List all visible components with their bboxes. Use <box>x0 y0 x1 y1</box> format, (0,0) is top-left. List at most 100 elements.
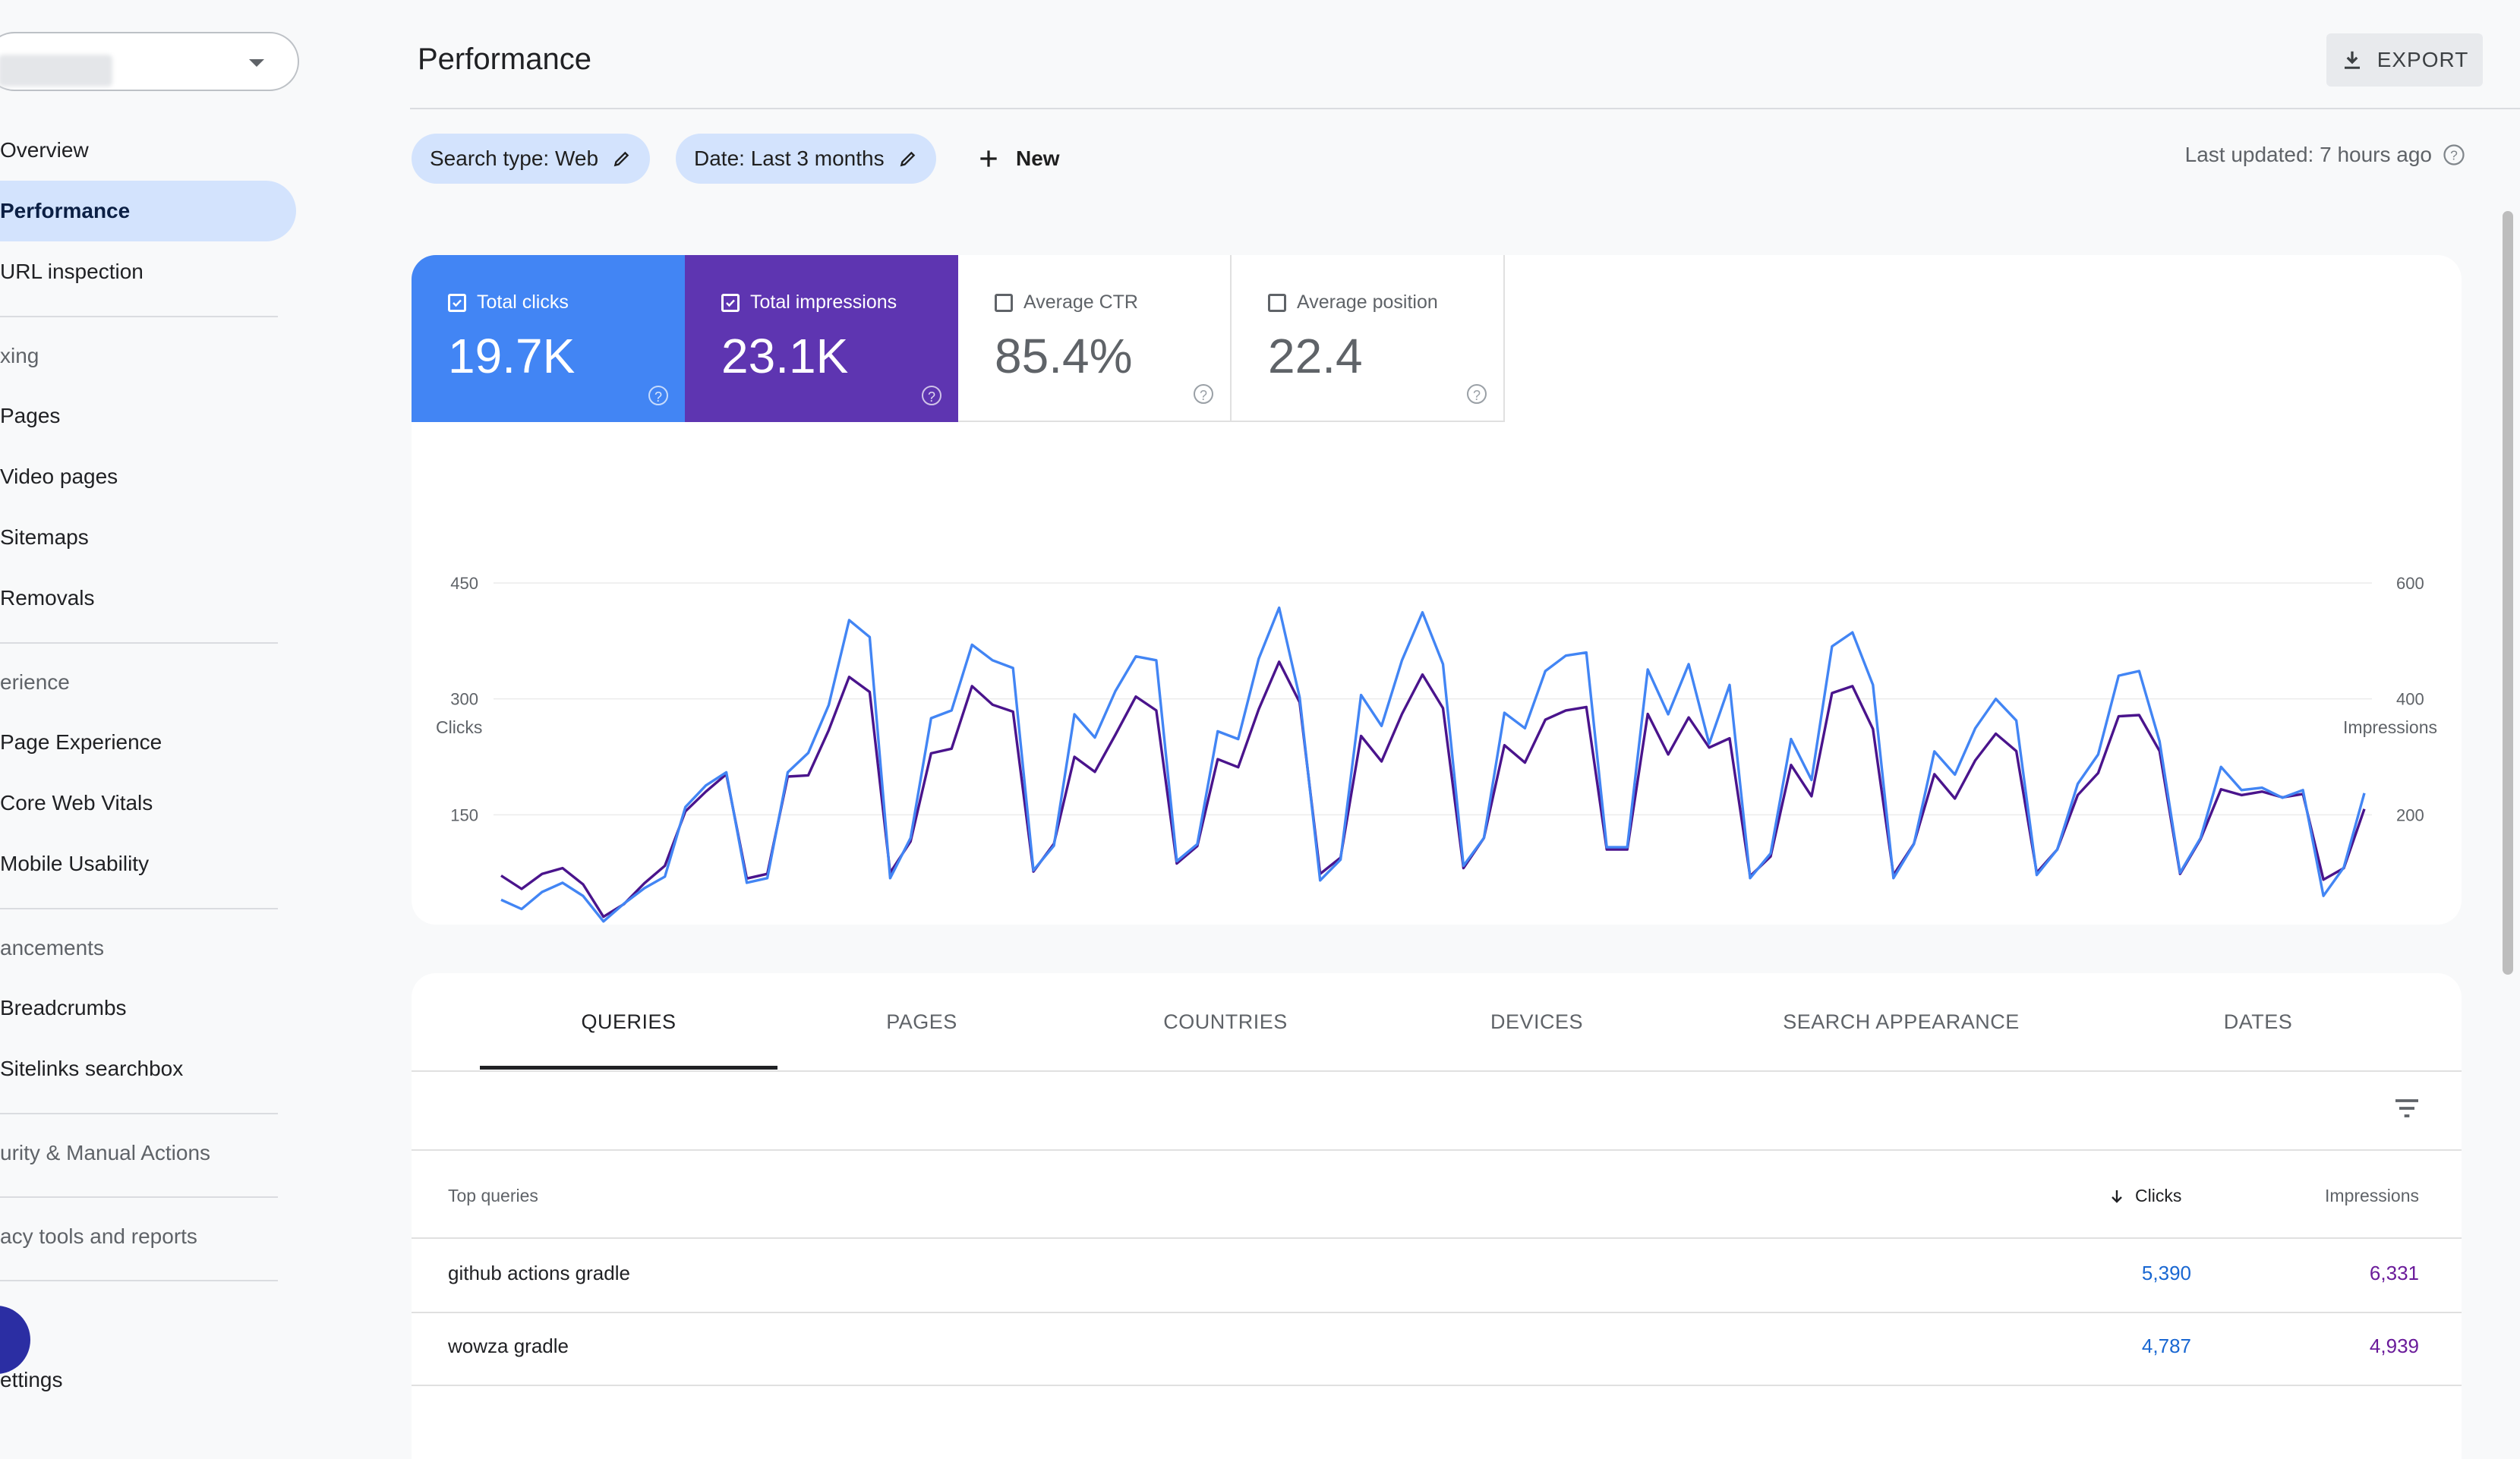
sidebar-item-sitelinks-searchbox[interactable]: Sitelinks searchbox <box>0 1057 184 1080</box>
column-header-clicks-label: Clicks <box>2135 1186 2182 1205</box>
sidebar-item-url-inspection[interactable]: URL inspection <box>0 260 144 283</box>
sidebar-divider <box>0 316 278 317</box>
sidebar-item-video-pages[interactable]: Video pages <box>0 465 118 488</box>
help-icon[interactable]: ? <box>2443 143 2465 166</box>
help-icon[interactable]: ? <box>1194 384 1213 404</box>
tab-devices[interactable]: DEVICES <box>1490 1010 1584 1033</box>
query-cell: wowza gradle <box>448 1335 569 1357</box>
row-divider <box>412 1312 2462 1313</box>
column-header-clicks[interactable]: Clicks <box>2108 1186 2181 1206</box>
metric-average-ctr[interactable]: Average CTR 85.4% ? <box>958 255 1232 422</box>
sidebar-item-overview[interactable]: Overview <box>0 138 89 162</box>
tab-countries[interactable]: COUNTRIES <box>1163 1010 1288 1033</box>
sidebar: Overview Performance URL inspection xing… <box>0 0 304 1406</box>
sidebar-item-removals[interactable]: Removals <box>0 586 95 610</box>
help-icon[interactable]: ? <box>648 386 668 405</box>
checkbox-unchecked-icon[interactable] <box>1268 293 1286 312</box>
sidebar-divider <box>0 1113 278 1114</box>
clicks-cell: 5,390 <box>2141 1262 2191 1284</box>
checkbox-unchecked-icon[interactable] <box>995 293 1013 312</box>
impressions-cell: 6,331 <box>2369 1262 2419 1284</box>
sidebar-divider <box>0 642 278 644</box>
performance-chart-card: Total clicks 19.7K ? Total impressions 2… <box>412 255 2462 925</box>
caret-down-icon[interactable] <box>249 59 264 67</box>
tab-dates[interactable]: DATES <box>2223 1010 2293 1033</box>
search-type-chip[interactable]: Search type: Web <box>412 134 651 184</box>
checkbox-checked-icon[interactable] <box>721 293 740 312</box>
date-range-chip[interactable]: Date: Last 3 months <box>676 134 936 184</box>
sidebar-heading-legacy-tools[interactable]: acy tools and reports <box>0 1224 197 1248</box>
clicks-cell: 4,787 <box>2141 1335 2191 1357</box>
active-tab-indicator <box>480 1066 777 1070</box>
help-icon[interactable]: ? <box>1467 384 1487 404</box>
scrollbar[interactable] <box>2503 211 2513 975</box>
tab-search-appearance[interactable]: SEARCH APPEARANCE <box>1783 1010 2020 1033</box>
sidebar-item-settings[interactable]: ettings <box>0 1368 63 1391</box>
sidebar-heading-experience: erience <box>0 670 70 694</box>
svg-text:?: ? <box>2450 147 2458 162</box>
export-button[interactable]: EXPORT <box>2326 33 2483 87</box>
sidebar-item-performance[interactable]: Performance <box>0 181 296 241</box>
column-header-query: Top queries <box>448 1186 538 1205</box>
metric-label: Average position <box>1297 291 1438 313</box>
y-tick-label: 450 <box>450 574 478 593</box>
sidebar-item-sitemaps[interactable]: Sitemaps <box>0 525 89 549</box>
y-tick-label: 150 <box>450 805 478 824</box>
filter-icon[interactable] <box>2392 1093 2422 1123</box>
property-name-redacted <box>0 55 112 87</box>
search-type-label: Search type: Web <box>430 147 599 170</box>
new-filter-label: New <box>1016 147 1060 170</box>
results-table-card: QUERIES PAGES COUNTRIES DEVICES SEARCH A… <box>412 973 2462 1459</box>
tabs-divider <box>412 1070 2462 1072</box>
property-selector[interactable] <box>0 32 299 91</box>
metric-total-impressions[interactable]: Total impressions 23.1K ? <box>685 255 958 422</box>
help-icon[interactable]: ? <box>922 386 941 405</box>
impressions-cell: 4,939 <box>2369 1335 2419 1357</box>
sidebar-heading-indexing: xing <box>0 344 39 367</box>
column-header-impressions[interactable]: Impressions <box>2325 1186 2419 1205</box>
y-axis-label: Clicks <box>436 717 482 737</box>
tab-queries[interactable]: QUERIES <box>581 1010 677 1033</box>
query-cell: github actions gradle <box>448 1262 630 1284</box>
metric-total-clicks[interactable]: Total clicks 19.7K ? <box>412 255 685 422</box>
sidebar-item-mobile-usability[interactable]: Mobile Usability <box>0 852 150 875</box>
metric-label: Total impressions <box>750 291 897 313</box>
y2-axis-label: Impressions <box>2343 717 2437 737</box>
metric-value: 19.7K <box>448 329 576 383</box>
y2-tick-label: 0 <box>2396 922 2405 925</box>
y2-tick-label: 600 <box>2396 574 2424 593</box>
edit-icon <box>900 151 915 167</box>
y-tick-label: 0 <box>469 922 478 925</box>
sidebar-item-pages[interactable]: Pages <box>0 404 61 427</box>
sidebar-divider <box>0 1280 278 1281</box>
checkbox-checked-icon[interactable] <box>448 293 466 312</box>
sidebar-item-page-experience[interactable]: Page Experience <box>0 730 162 754</box>
export-label: EXPORT <box>2376 48 2469 71</box>
y2-tick-label: 200 <box>2396 805 2424 824</box>
sidebar-item-core-web-vitals[interactable]: Core Web Vitals <box>0 791 153 815</box>
row-divider <box>412 1385 2462 1386</box>
download-icon <box>2344 51 2360 69</box>
metric-average-position[interactable]: Average position 22.4 ? <box>1232 255 1505 422</box>
tab-pages[interactable]: PAGES <box>886 1010 957 1033</box>
metric-value: 23.1K <box>721 329 849 383</box>
sidebar-divider <box>0 1196 278 1198</box>
sidebar-item-breadcrumbs[interactable]: Breadcrumbs <box>0 996 127 1019</box>
new-filter-button[interactable]: New <box>976 134 1060 184</box>
page-title: Performance <box>418 43 591 76</box>
metric-label: Average CTR <box>1023 291 1138 313</box>
metric-label: Total clicks <box>477 291 569 313</box>
series-line-clicks <box>500 606 2366 923</box>
header-row-divider <box>412 1237 2462 1239</box>
metric-value: 22.4 <box>1268 329 1363 383</box>
last-updated: Last updated: 7 hours ago ? <box>2185 143 2465 167</box>
y-tick-label: 300 <box>450 690 478 709</box>
last-updated-text: Last updated: 7 hours ago <box>2184 143 2432 166</box>
date-range-label: Date: Last 3 months <box>694 147 885 170</box>
header-divider <box>410 108 2520 109</box>
edit-icon <box>613 151 629 167</box>
sidebar-heading-enhancements: ancements <box>0 936 104 960</box>
sidebar-heading-security[interactable]: urity & Manual Actions <box>0 1141 211 1164</box>
y2-tick-label: 400 <box>2396 690 2424 709</box>
